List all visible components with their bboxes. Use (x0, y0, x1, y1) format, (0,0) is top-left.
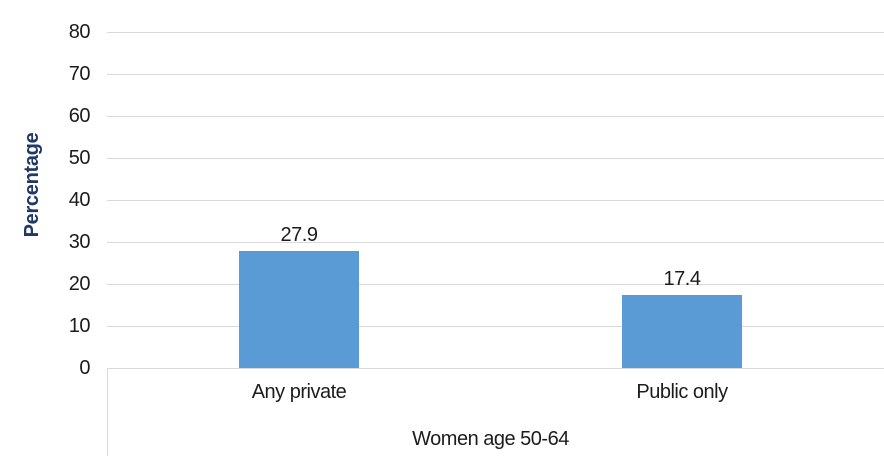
y-tick-label-0: 0 (79, 357, 90, 379)
y-tick-label-30: 30 (68, 231, 91, 253)
gridline-30 (107, 242, 884, 243)
data-label-public-only: 17.4 (663, 268, 701, 290)
x-axis-title: Women age 50-64 (412, 428, 569, 450)
x-axis-line (107, 368, 884, 369)
y-tick-label-80: 80 (68, 21, 91, 43)
y-tick-label-10: 10 (68, 315, 91, 337)
gridline-40 (107, 200, 884, 201)
category-label-public-only: Public only (636, 381, 728, 403)
gridline-80 (107, 32, 884, 33)
gridline-10 (107, 326, 884, 327)
gridline-60 (107, 116, 884, 117)
y-tick-label-50: 50 (68, 147, 91, 169)
gridline-70 (107, 74, 884, 75)
category-axis-separator-line (107, 368, 108, 456)
bar-public-only (622, 295, 742, 368)
gridline-50 (107, 158, 884, 159)
y-tick-label-60: 60 (68, 105, 91, 127)
gridline-20 (107, 284, 884, 285)
bar-any-private (239, 251, 359, 368)
y-tick-label-40: 40 (68, 189, 91, 211)
category-label-any-private: Any private (251, 381, 347, 403)
data-label-any-private: 27.9 (280, 224, 318, 246)
y-tick-label-20: 20 (68, 273, 91, 295)
y-tick-label-70: 70 (68, 63, 91, 85)
